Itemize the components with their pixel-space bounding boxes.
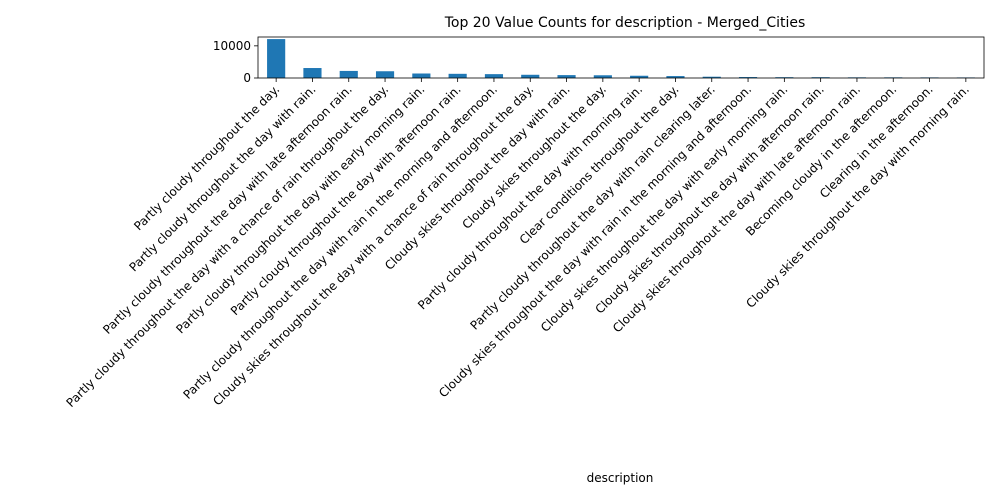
- bar: [557, 75, 576, 78]
- bar: [448, 73, 467, 78]
- bar: [738, 77, 758, 78]
- bar: [412, 73, 431, 78]
- y-tick-label: 10000: [213, 39, 251, 53]
- chart-title: Top 20 Value Counts for description - Me…: [444, 15, 806, 31]
- bar: [702, 76, 721, 78]
- bar: [666, 76, 685, 78]
- bar: [593, 75, 612, 78]
- bars-group: [267, 39, 975, 78]
- bar: [521, 74, 540, 78]
- x-axis-label: description: [587, 471, 654, 485]
- y-axis: 0 10000: [213, 39, 258, 85]
- x-axis: Partly cloudy throughout the day.Partly …: [63, 78, 972, 410]
- y-tick-label: 0: [243, 71, 251, 85]
- plot-frame: [257, 36, 985, 79]
- bar: [267, 39, 286, 78]
- bar: [303, 68, 322, 78]
- bar: [339, 70, 358, 78]
- bar: [375, 71, 395, 78]
- bar: [484, 74, 504, 78]
- bar: [811, 77, 830, 78]
- bar: [775, 77, 794, 78]
- x-tick-label: Partly cloudy throughout the day with ea…: [173, 82, 427, 336]
- bar: [630, 75, 649, 78]
